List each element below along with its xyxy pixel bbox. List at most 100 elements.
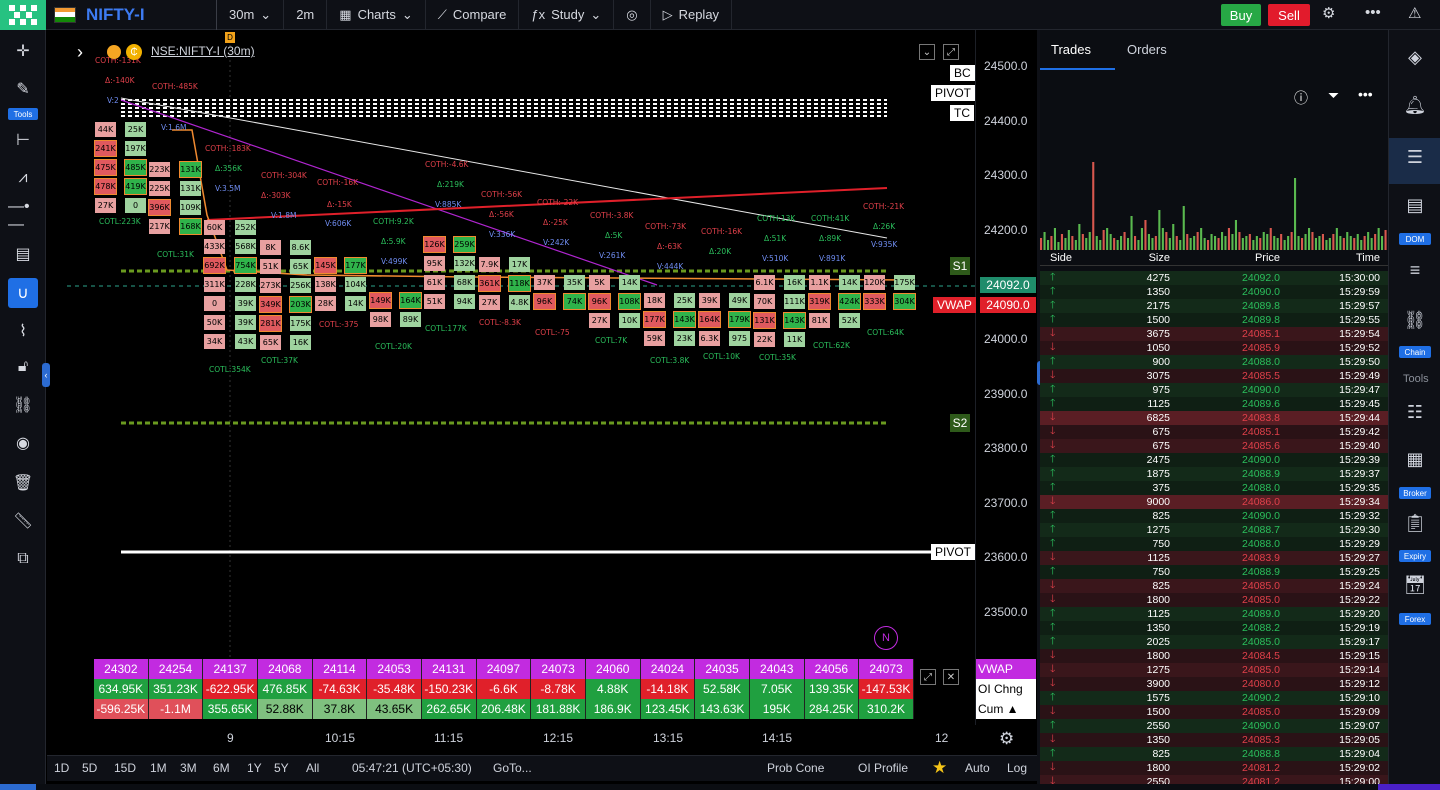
range-6m[interactable]: 6M xyxy=(213,761,230,775)
broker-icon[interactable]: ▦ xyxy=(1406,448,1424,469)
eye-icon[interactable]: ◉ xyxy=(16,435,30,452)
screenshot-icon[interactable]: ⧉ xyxy=(17,550,29,567)
auto-button[interactable]: Auto xyxy=(965,761,990,775)
chart-area[interactable]: 44K 241K 475K 478K 27K 25K 197K 485K 419K 0 223K 22… xyxy=(47,30,975,755)
range-5y[interactable]: 5Y xyxy=(274,761,289,775)
pattern-tool-icon[interactable]: ⩘ xyxy=(18,169,28,186)
compare-button[interactable]: ⟋ Compare xyxy=(424,0,519,30)
trade-row[interactable]: 🡑 1350 24088.2 15:29:19 xyxy=(1040,621,1388,635)
range-15d[interactable]: 15D xyxy=(114,761,137,775)
trade-row[interactable]: 🡑 1500 24089.8 15:29:55 xyxy=(1040,313,1388,327)
more-horizontal-icon[interactable]: ••• xyxy=(1365,4,1381,21)
expand-table-icon[interactable]: ⤢ xyxy=(920,669,936,685)
fork-tool-icon[interactable]: ⊢ xyxy=(16,132,30,149)
trade-row[interactable]: 🡓 1350 24085.3 15:29:05 xyxy=(1040,733,1388,747)
pencil-icon[interactable]: ✎ xyxy=(16,81,30,98)
expand-toolbar-icon[interactable]: ‹ xyxy=(42,363,50,387)
app-logo[interactable] xyxy=(0,0,46,30)
trade-row[interactable]: 🡓 9000 24086.0 15:29:34 xyxy=(1040,495,1388,509)
instagram-button[interactable]: ◎ xyxy=(613,0,649,30)
goto-button[interactable]: GoTo... xyxy=(493,761,532,775)
tab-trades[interactable]: Trades xyxy=(1051,42,1091,57)
legend-symbol[interactable]: NSE:NIFTY-I (30m) xyxy=(151,44,255,58)
interval2-button[interactable]: 2m xyxy=(283,0,326,30)
trade-row[interactable]: 🡑 1125 24089.6 15:29:45 xyxy=(1040,397,1388,411)
expiry-icon[interactable]: 📋︎ xyxy=(1403,512,1427,533)
brush-icon[interactable]: ⌇ xyxy=(19,323,27,340)
calendar-icon[interactable]: 📅︎ xyxy=(1403,574,1427,595)
price-axis[interactable]: 24500.024400.024300.024200.024100.024000… xyxy=(975,30,1037,755)
settings-gear-icon[interactable]: ⚙ xyxy=(1322,5,1336,22)
chain-icon[interactable]: ⛓︎ xyxy=(1403,309,1427,330)
trade-row[interactable]: 🡓 1500 24085.0 15:29:09 xyxy=(1040,705,1388,719)
trade-row[interactable]: 🡑 1275 24088.7 15:29:30 xyxy=(1040,523,1388,537)
crosshair-icon[interactable]: ✛ xyxy=(16,43,30,60)
trade-row[interactable]: 🡓 6825 24083.8 15:29:44 xyxy=(1040,411,1388,425)
settings-gear-icon[interactable]: ⚙ xyxy=(999,729,1015,748)
oi-label-cum[interactable]: Cum ▲ xyxy=(976,699,1036,719)
replay-button[interactable]: ▷ Replay xyxy=(649,0,733,30)
range-1m[interactable]: 1M xyxy=(150,761,167,775)
interval-dropdown[interactable]: 30m ⌄ xyxy=(216,0,283,30)
link-icon[interactable]: ⛓︎ xyxy=(12,397,34,414)
chevron-down-icon[interactable]: ⌄ xyxy=(919,44,935,60)
time-axis[interactable]: 9 10:15 11:15 12:15 13:15 14:15 12 ⚙ xyxy=(47,725,1037,755)
trade-row[interactable]: 🡓 3900 24080.0 15:29:12 xyxy=(1040,677,1388,691)
trade-row[interactable]: 🡑 750 24088.0 15:29:29 xyxy=(1040,537,1388,551)
trade-row[interactable]: 🡑 1575 24090.2 15:29:10 xyxy=(1040,691,1388,705)
buy-button[interactable]: Buy xyxy=(1221,4,1261,26)
close-icon[interactable]: ✕ xyxy=(943,669,959,685)
trade-row[interactable]: 🡑 2475 24090.0 15:29:39 xyxy=(1040,453,1388,467)
sell-button[interactable]: Sell xyxy=(1268,4,1310,26)
trade-row[interactable]: 🡑 1350 24090.0 15:29:59 xyxy=(1040,285,1388,299)
symbol-name[interactable]: NIFTY-I xyxy=(86,4,145,24)
trade-row[interactable]: 🡑 4275 24092.0 15:30:00 xyxy=(1040,271,1388,285)
magnet-icon[interactable]: ∪ xyxy=(8,278,38,308)
layers-icon[interactable]: ◈ xyxy=(1408,46,1422,67)
trade-row[interactable]: 🡓 3075 24085.5 15:29:49 xyxy=(1040,369,1388,383)
trash-icon[interactable]: 🗑︎ xyxy=(12,475,34,492)
range-1d[interactable]: 1D xyxy=(54,761,70,775)
range-5d[interactable]: 5D xyxy=(82,761,98,775)
range-1y[interactable]: 1Y xyxy=(247,761,262,775)
text-tool-icon[interactable]: ▤ xyxy=(15,246,31,263)
horizontal-line-icon[interactable]: —•— xyxy=(8,198,30,233)
trade-row[interactable]: 🡑 2175 24089.8 15:29:57 xyxy=(1040,299,1388,313)
trade-row[interactable]: 🡓 1800 24084.5 15:29:15 xyxy=(1040,649,1388,663)
trade-row[interactable]: 🡓 1050 24085.9 15:29:52 xyxy=(1040,341,1388,355)
list-icon[interactable]: ≡ xyxy=(1409,259,1421,280)
expand-icon[interactable]: ⤢ xyxy=(943,44,959,60)
trade-row[interactable]: 🡓 1800 24085.0 15:29:22 xyxy=(1040,593,1388,607)
trade-row[interactable]: 🡑 1875 24088.9 15:29:37 xyxy=(1040,467,1388,481)
range-3m[interactable]: 3M xyxy=(180,761,197,775)
trade-row[interactable]: 🡓 3675 24085.1 15:29:54 xyxy=(1040,327,1388,341)
trade-row[interactable]: 🡑 825 24088.8 15:29:04 xyxy=(1040,747,1388,761)
clock[interactable]: 05:47:21 (UTC+05:30) xyxy=(352,761,472,775)
trade-row[interactable]: 🡓 1275 24085.0 15:29:14 xyxy=(1040,663,1388,677)
trade-row[interactable]: 🡑 975 24090.0 15:29:47 xyxy=(1040,383,1388,397)
server-icon[interactable]: ☷ xyxy=(1406,401,1424,422)
trade-row[interactable]: 🡑 375 24088.0 15:29:35 xyxy=(1040,481,1388,495)
trade-row[interactable]: 🡑 900 24088.0 15:29:50 xyxy=(1040,355,1388,369)
help-icon[interactable]: ⓘ xyxy=(1294,90,1308,106)
trade-row[interactable]: 🡓 825 24085.0 15:29:24 xyxy=(1040,579,1388,593)
trade-row[interactable]: 🡓 1125 24083.9 15:29:27 xyxy=(1040,551,1388,565)
study-dropdown[interactable]: ƒx Study ⌄ xyxy=(518,0,613,30)
trade-row[interactable]: 🡑 2025 24085.0 15:29:17 xyxy=(1040,635,1388,649)
n-badge[interactable]: N xyxy=(874,626,898,650)
trade-row[interactable]: 🡑 1125 24089.0 15:29:20 xyxy=(1040,607,1388,621)
trade-row[interactable]: 🡓 675 24085.1 15:29:42 xyxy=(1040,425,1388,439)
range-all[interactable]: All xyxy=(306,761,320,775)
more-horizontal-icon[interactable]: ••• xyxy=(1358,86,1373,102)
charts-dropdown[interactable]: ▦ Charts ⌄ xyxy=(326,0,425,30)
log-button[interactable]: Log xyxy=(1007,761,1028,775)
dom-icon[interactable]: ▤ xyxy=(1406,194,1424,215)
trade-row[interactable]: 🡓 675 24085.6 15:29:40 xyxy=(1040,439,1388,453)
filter-icon[interactable]: ⏷ xyxy=(1328,87,1340,103)
bell-icon[interactable]: 🔔︎ xyxy=(1403,94,1427,115)
ruler-icon[interactable]: 📏︎ xyxy=(12,513,34,530)
lock-icon[interactable]: 🔓︎ xyxy=(17,358,29,375)
oi-profile-button[interactable]: OI Profile xyxy=(858,761,909,775)
star-icon[interactable]: ★ xyxy=(932,758,948,777)
alert-triangle-icon[interactable]: ⚠ xyxy=(1408,5,1422,22)
